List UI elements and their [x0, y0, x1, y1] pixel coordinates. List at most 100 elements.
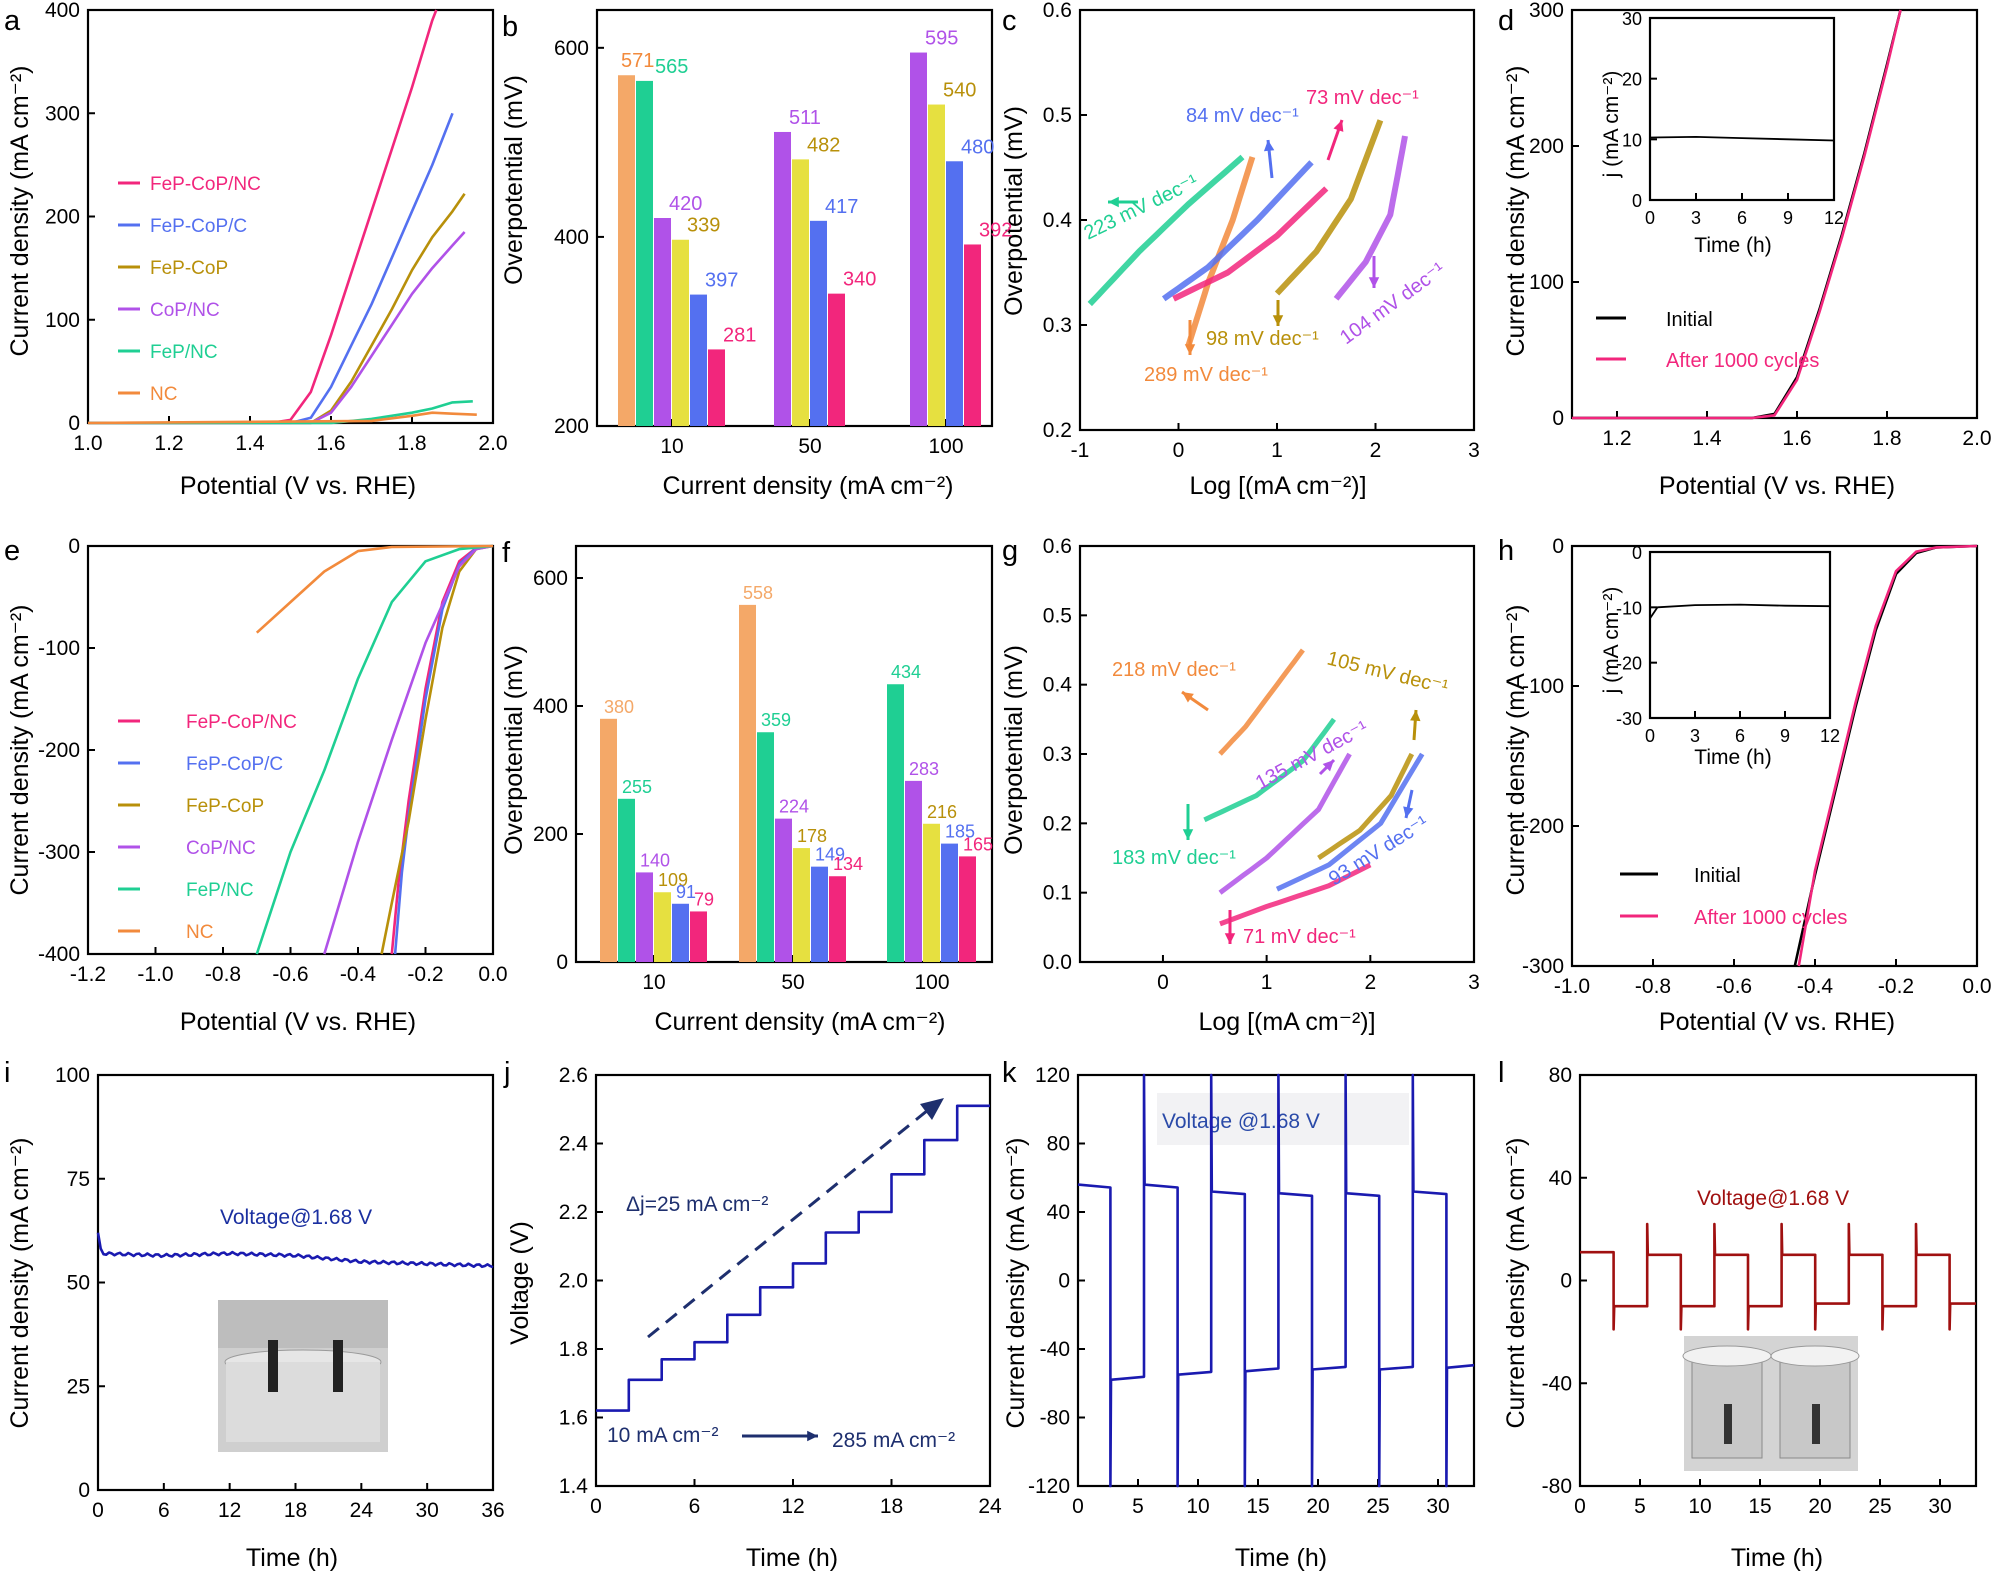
- panel-letter-i: i: [4, 1057, 10, 1089]
- annotation-j-end: 285 mA cm⁻²: [832, 1429, 955, 1452]
- series-a-FeP-CoP/C: [88, 112, 454, 425]
- bar-label-f-3: 109: [658, 870, 688, 890]
- xtick-label-d-inset-1: 3: [1691, 208, 1701, 228]
- ytick-label-d-3: 300: [1529, 0, 1564, 22]
- bar-label-b-10: 595: [925, 28, 958, 50]
- ytick-label-l-0: -80: [1542, 1475, 1572, 1498]
- bar-b-FeP-CoP/NC-1: [828, 293, 845, 426]
- series-e-CoP/NC: [323, 544, 494, 955]
- panel-letter-e: e: [4, 535, 20, 567]
- ytick-label-c-0: 0.2: [1043, 419, 1072, 442]
- ytick-label-i-2: 50: [67, 1272, 90, 1295]
- xtick-label-g-1: 1: [1261, 971, 1273, 994]
- xlabel-h: Potential (V vs. RHE): [1659, 1008, 1895, 1036]
- xtick-label-d-inset-0: 0: [1645, 208, 1655, 228]
- ytick-label-g-5: 0.5: [1043, 604, 1072, 627]
- xlabel-b: Current density (mA cm⁻²): [662, 472, 953, 500]
- arrow-g-4-head: [1403, 806, 1414, 818]
- panel-letter-d: d: [1498, 5, 1514, 37]
- xtick-label-h-2: -0.6: [1716, 975, 1752, 998]
- bar-b-NC-0: [618, 75, 635, 427]
- series-g-CoP/NC: [1218, 752, 1352, 895]
- xtick-label-g-2: 2: [1364, 971, 1376, 994]
- ytick-label-c-4: 0.6: [1043, 0, 1072, 22]
- ytick-label-g-6: 0.6: [1043, 535, 1072, 558]
- inset-ylabel-h: j (mA cm⁻²): [1600, 587, 1623, 695]
- bar-f-FeP-CoP/NC-2: [959, 856, 976, 962]
- range-arrow-j-head: [807, 1430, 818, 1442]
- plots-layer: 1.0 1.2 1.4 1.6 1.8 2.00100200300400FeP-CoP/N…: [38, 0, 1992, 1522]
- ytick-label-f-3: 600: [533, 567, 568, 590]
- ytick-label-j-2: 1.8: [559, 1338, 588, 1361]
- xtick-label-a-5: 2.0: [478, 432, 507, 455]
- arrow-c-5-head: [1368, 277, 1380, 288]
- series-c-FeP-CoP/NC: [1172, 186, 1329, 302]
- series-a-CoP/NC: [88, 231, 466, 425]
- axes-frame-d-inset: [1648, 16, 1836, 202]
- annotation-k-voltage: Voltage @1.68 V: [1162, 1110, 1320, 1133]
- bar-b-CoP/NC-1: [774, 131, 791, 427]
- ytick-label-l-1: -40: [1542, 1372, 1572, 1395]
- ytick-label-l-2: 0: [1560, 1270, 1572, 1293]
- xtick-label-k-0: 0: [1072, 1495, 1084, 1518]
- xtick-label-b-2: 100: [928, 435, 963, 458]
- ytick-label-l-3: 40: [1549, 1167, 1572, 1190]
- ytick-label-g-4: 0.4: [1043, 674, 1073, 697]
- xtick-label-c-0: -1: [1071, 439, 1090, 462]
- bar-label-f-16: 165: [963, 834, 993, 854]
- arrow-c-1-head: [1263, 140, 1275, 152]
- bar-label-b-0: 571: [621, 50, 654, 72]
- panel-letter-k: k: [1002, 1057, 1017, 1089]
- legend-label-a-0: FeP-CoP/NC: [150, 174, 261, 195]
- xtick-label-h-0: -1.0: [1554, 975, 1590, 998]
- xtick-label-l-6: 30: [1928, 1495, 1951, 1518]
- xtick-label-l-3: 15: [1748, 1495, 1771, 1518]
- bar-f-NC-1: [739, 604, 756, 962]
- slope-g-3: 183 mV dec⁻¹: [1112, 847, 1236, 869]
- xtick-label-h-3: -0.4: [1797, 975, 1834, 998]
- xtick-label-d-inset-2: 6: [1737, 208, 1747, 228]
- bar-label-b-1: 565: [655, 56, 688, 78]
- series-a-FeP-CoP: [88, 193, 466, 425]
- xtick-label-i-2: 12: [218, 1499, 241, 1522]
- annotation-k-box: [1157, 1093, 1409, 1145]
- bar-f-FeP-CoP/NC-0: [690, 911, 707, 962]
- xlabel-i: Time (h): [246, 1544, 338, 1572]
- ytick-label-g-1: 0.1: [1043, 882, 1072, 905]
- axes-frame-a: [86, 8, 495, 425]
- series-i-stability: [96, 1232, 494, 1269]
- ytick-label-b-0: 200: [554, 415, 589, 438]
- xtick-label-f-0: 10: [642, 971, 665, 994]
- series-d-cycled: [1572, 9, 1902, 420]
- xtick-label-i-5: 30: [415, 1499, 438, 1522]
- xlabel-c: Log [(mA cm⁻²)]: [1189, 472, 1366, 500]
- arrow-g-3-head: [1182, 829, 1194, 840]
- legend-label-a-5: NC: [150, 384, 177, 405]
- series-h-initial: [1793, 544, 1978, 967]
- xtick-label-d-3: 1.8: [1872, 427, 1901, 450]
- ytick-label-e-4: -400: [38, 943, 80, 966]
- ylabel-e: Current density (mA cm⁻²): [6, 604, 34, 895]
- bar-label-f-5: 79: [694, 889, 714, 909]
- ytick-label-d-0: 0: [1552, 407, 1564, 430]
- bar-label-f-2: 140: [640, 850, 670, 870]
- xtick-label-e-3: -0.6: [272, 963, 308, 986]
- ytick-label-i-1: 25: [67, 1375, 90, 1398]
- bar-f-FeP-CoP/C-2: [941, 843, 958, 962]
- ytick-label-d-inset-0: 0: [1632, 191, 1642, 211]
- inset-xlabel-d: Time (h): [1694, 234, 1771, 257]
- bar-label-b-11: 540: [943, 80, 976, 102]
- bar-b-FeP-CoP-0: [672, 239, 689, 426]
- ytick-label-b-2: 600: [554, 37, 589, 60]
- slope-c-4: 98 mV dec⁻¹: [1206, 328, 1319, 350]
- series-c-FeP-CoP/C: [1161, 160, 1314, 302]
- bar-label-f-13: 283: [909, 759, 939, 779]
- ylabel-d: Current density (mA cm⁻²): [1502, 65, 1530, 356]
- bar-f-FeP/NC-0: [618, 798, 635, 962]
- ytick-label-h-0: 0: [1552, 535, 1564, 558]
- trend-arrow-head-j: [920, 1098, 944, 1120]
- series-j-steps: [596, 1104, 990, 1412]
- ytick-label-i-4: 100: [55, 1064, 90, 1087]
- legend-label-e-4: FeP/NC: [186, 880, 254, 901]
- axes-frame-h-inset: [1648, 550, 1832, 720]
